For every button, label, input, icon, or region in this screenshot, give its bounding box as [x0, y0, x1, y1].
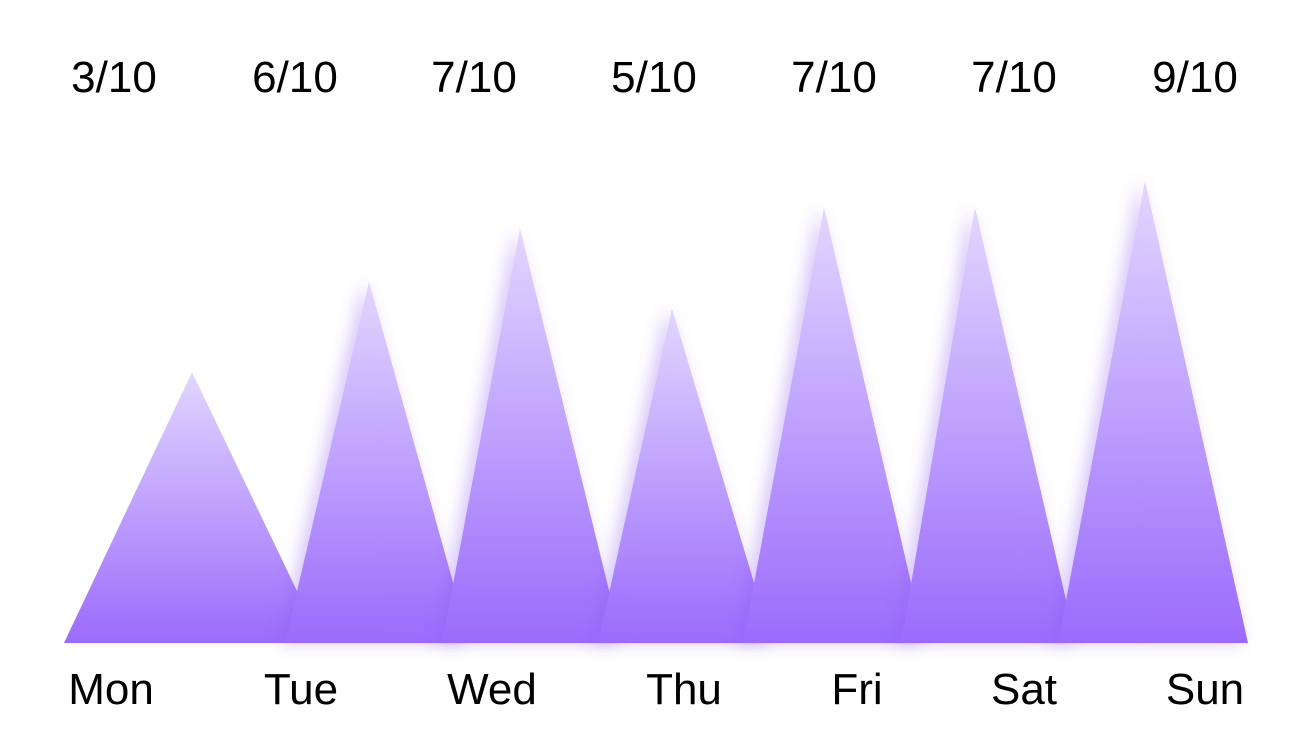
score-label-sun: 9/10: [1152, 53, 1238, 102]
peak-wed: [442, 228, 622, 643]
score-label-wed: 7/10: [431, 53, 517, 102]
score-label-sat: 7/10: [971, 53, 1057, 102]
score-label-thu: 5/10: [611, 53, 697, 102]
peak-sun: [1058, 181, 1248, 643]
peak-mon: [64, 372, 322, 643]
day-label-sat: Sat: [991, 665, 1057, 714]
peak-thu: [598, 308, 772, 643]
peaks-layer: [64, 181, 1248, 643]
day-label-fri: Fri: [831, 665, 882, 714]
day-label-sun: Sun: [1166, 665, 1244, 714]
day-label-thu: Thu: [646, 665, 722, 714]
day-label-wed: Wed: [447, 665, 537, 714]
peak-sat: [901, 207, 1076, 643]
score-label-fri: 7/10: [791, 53, 877, 102]
score-label-tue: 6/10: [252, 53, 338, 102]
day-labels: Mon Tue Wed Thu Fri Sat Sun: [68, 665, 1244, 714]
peak-tue: [285, 281, 470, 643]
score-label-mon: 3/10: [71, 53, 157, 102]
peak-fri: [743, 207, 925, 643]
score-labels: 3/10 6/10 7/10 5/10 7/10 7/10 9/10: [71, 53, 1238, 102]
day-label-mon: Mon: [68, 665, 154, 714]
day-label-tue: Tue: [264, 665, 338, 714]
